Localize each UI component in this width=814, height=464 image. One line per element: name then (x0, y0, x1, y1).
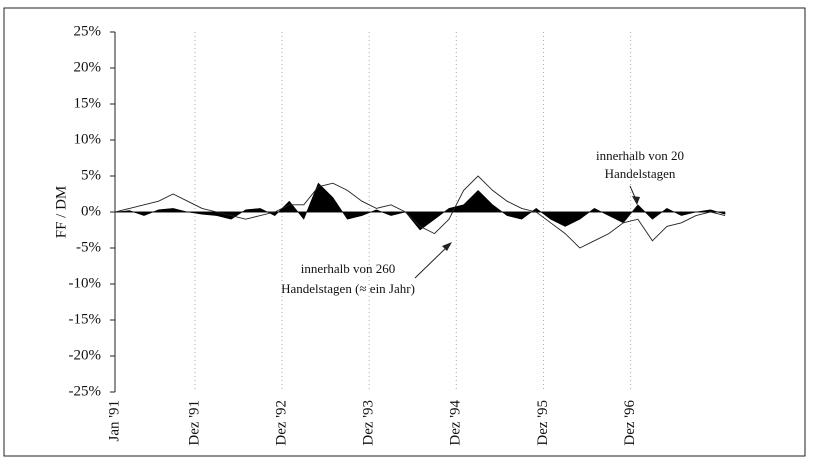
y-axis-label: FF / DM (53, 186, 69, 239)
y-tick-label: -10% (69, 275, 102, 291)
y-tick-label: -5% (76, 239, 101, 255)
area (114, 182, 726, 231)
y-tick-label: 10% (74, 131, 102, 147)
x-tick-label: Dez '94 (448, 400, 464, 446)
x-tick-label: Dez '95 (535, 400, 551, 446)
x-tick-label: Dez '93 (361, 400, 377, 446)
arrow-head (632, 196, 640, 205)
annotation: innerhalb von 260 (301, 261, 396, 276)
y-tick-label: 25% (74, 23, 102, 39)
y-tick-label: 15% (74, 95, 102, 111)
y-tick-label: 5% (81, 167, 101, 183)
annotation: Handelstagen (605, 166, 676, 181)
arrow-head (442, 242, 452, 251)
y-tick-label: -20% (69, 347, 102, 363)
annotation-arrow (414, 244, 450, 279)
y-tick-label: -25% (69, 383, 102, 399)
x-tick-label: Dez '92 (273, 400, 289, 446)
annotation: innerhalb von 20 (596, 148, 684, 163)
x-tick-label: Dez '96 (622, 400, 638, 446)
y-tick-label: -15% (69, 311, 102, 327)
annotation: Handelstagen (≈ ein Jahr) (281, 281, 415, 296)
frame (3, 7, 806, 457)
x-tick-label: Dez '91 (186, 400, 202, 446)
x-tick-label: Jan '91 (106, 400, 122, 441)
line (114, 175, 726, 249)
y-tick-label: 0% (81, 203, 101, 219)
y-tick-label: 20% (74, 59, 102, 75)
